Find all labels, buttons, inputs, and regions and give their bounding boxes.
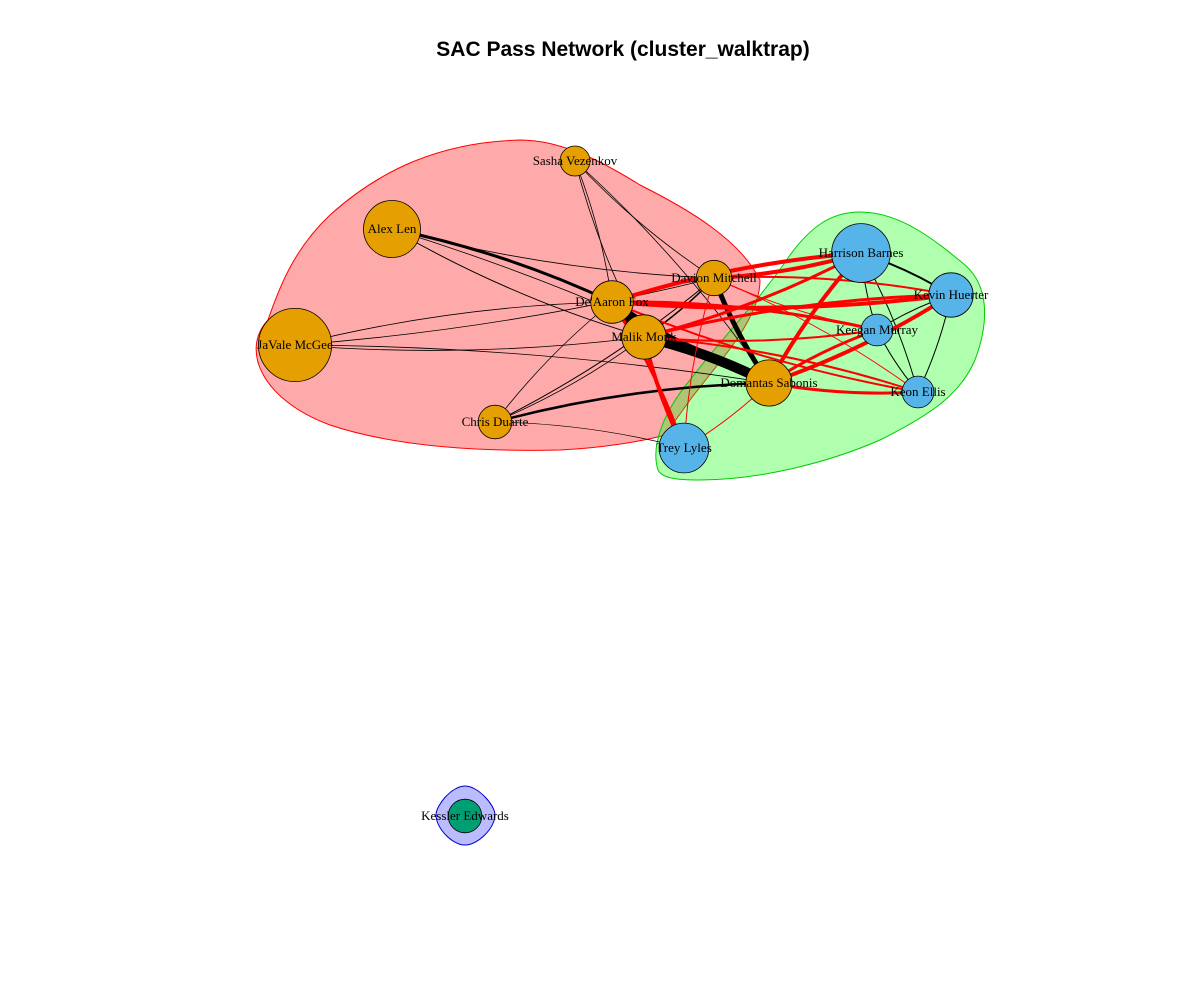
edge-mcgee-monk [294, 336, 645, 351]
node-label-lyles: Trey Lyles [656, 440, 712, 455]
node-label-huerter: Kevin Huerter [914, 287, 989, 302]
node-duarte[interactable] [477, 404, 513, 440]
edge-mitchell-ellis [713, 277, 919, 393]
node-label-edwards: Kessler Edwards [421, 808, 509, 823]
node-label-monk: Malik Monk [611, 329, 677, 344]
node-label-duarte: Chris Duarte [462, 414, 529, 429]
node-label-sasha: Sasha Vezenkov [533, 153, 618, 168]
edge-monk-huerter [643, 293, 952, 339]
edge-fox-barnes [611, 251, 862, 304]
node-len[interactable] [363, 200, 421, 258]
edge-mitchell-huerter [713, 275, 952, 296]
node-label-len: Alex Len [368, 221, 417, 236]
node-lyles[interactable] [658, 422, 710, 474]
edge-duarte-mitchell [494, 277, 715, 423]
edge-mcgee-mitchell [294, 277, 715, 346]
edge-fox-huerter [611, 293, 952, 310]
node-label-sabonis: Domantas Sabonis [720, 375, 817, 390]
edge-len-fox [391, 227, 613, 304]
edge-mcgee-fox [294, 301, 613, 346]
node-label-mitchell: Davion Mitchell [671, 270, 757, 285]
chart-title: SAC Pass Network (cluster_walktrap) [436, 38, 810, 61]
edge-len-monk [391, 228, 645, 338]
node-label-murray: Keegan Murray [836, 322, 918, 337]
network-nodes [257, 145, 974, 834]
node-murray[interactable] [860, 313, 894, 347]
node-label-barnes: Harrison Barnes [819, 245, 904, 260]
edge-duarte-sabonis [494, 381, 770, 424]
edge-len-mitchell [391, 228, 715, 279]
edge-sasha-mitchell [574, 160, 715, 279]
node-mcgee[interactable] [257, 307, 332, 382]
node-edwards[interactable] [447, 798, 483, 834]
node-sasha[interactable] [559, 145, 591, 177]
node-ellis[interactable] [901, 375, 935, 409]
edge-sabonis-huerter [768, 293, 953, 385]
node-label-ellis: Keon Ellis [890, 384, 945, 399]
node-barnes[interactable] [831, 223, 891, 283]
network-labels: Sasha Vezenkov Alex Len JaVale McGee De'Aar… [257, 153, 989, 823]
node-label-mcgee: JaVale McGee [257, 337, 333, 352]
node-fox[interactable] [590, 280, 634, 324]
edge-mcgee-sabonis [294, 344, 770, 384]
node-mitchell[interactable] [695, 259, 733, 297]
node-huerter[interactable] [928, 272, 974, 318]
node-sabonis[interactable] [745, 359, 793, 407]
edge-sasha-monk [574, 160, 645, 338]
node-monk[interactable] [621, 314, 667, 360]
edge-len-sabonis [391, 228, 770, 384]
node-label-fox: De'Aaron Fox [575, 294, 649, 309]
